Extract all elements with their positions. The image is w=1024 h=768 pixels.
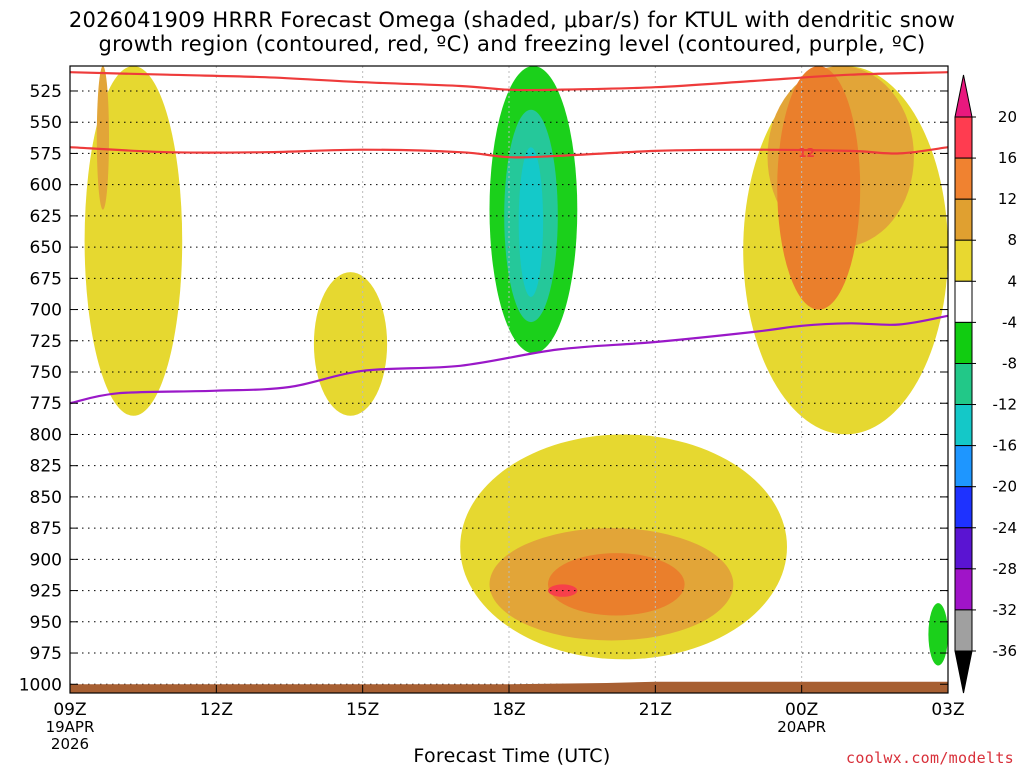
- y-tick-label-600: 600: [30, 176, 62, 196]
- colorbar-swatch-5: [954, 321, 973, 364]
- chart-title-line-2: growth region (contoured, red, ºC) and f…: [98, 32, 926, 56]
- dendritic-contour-lower-line: [70, 146, 948, 159]
- colorbar-bottom-triangle: [954, 650, 973, 694]
- colorbar-label-13: -36: [993, 642, 1018, 660]
- omega-region-12to16-5: [548, 553, 685, 616]
- y-tick-label-750: 750: [30, 363, 62, 383]
- x-date-label-0-1: 2026: [51, 735, 89, 753]
- y-tick-label-575: 575: [30, 144, 62, 164]
- y-tick-label-950: 950: [30, 613, 62, 633]
- y-tick-label-850: 850: [30, 488, 62, 508]
- source-credit[interactable]: coolwx.com/modelts: [846, 749, 1014, 767]
- omega-region-4to8-2: [313, 272, 388, 416]
- y-tick-label-525: 525: [30, 82, 62, 102]
- x-date-label-1-0: 20APR: [777, 718, 826, 736]
- y-tick-label-800: 800: [30, 425, 62, 445]
- colorbar: 20 16 12 8 4 -4 -8 -12 -16 -20 -24 -28 -32 -36: [954, 74, 1018, 694]
- colorbar-label-4: 4: [1007, 272, 1017, 290]
- x-tick-label-03Z: 03Z: [931, 700, 964, 720]
- x-tick-label-18Z: 18Z: [492, 700, 525, 720]
- colorbar-swatch-8: [954, 445, 973, 488]
- y-tick-label-700: 700: [30, 301, 62, 321]
- colorbar-top-triangle: [954, 74, 973, 118]
- x-tick-label-15Z: 15Z: [346, 700, 379, 720]
- y-tick-label-925: 925: [30, 582, 62, 602]
- y-tick-label-900: 900: [30, 550, 62, 570]
- colorbar-swatch-10: [954, 527, 973, 570]
- y-tick-label-975: 975: [30, 644, 62, 664]
- colorbar-swatch-0: [954, 116, 973, 159]
- y-tick-label-1000: 1000: [19, 675, 62, 695]
- chart-title: 2026041909 HRRR Forecast Omega (shaded, …: [0, 8, 1024, 56]
- omega-region-m8tom4-13: [928, 603, 948, 666]
- dendritic-contour-upper-line: [70, 71, 948, 92]
- freezing-level-contour: [70, 314, 948, 405]
- colorbar-label-10: -24: [993, 519, 1018, 537]
- x-tick-label-12Z: 12Z: [200, 700, 233, 720]
- chart-title-line-1: 2026041909 HRRR Forecast Omega (shaded, …: [68, 8, 956, 32]
- colorbar-swatch-2: [954, 198, 973, 241]
- colorbar-swatch-6: [954, 363, 973, 406]
- colorbar-label-0: 20: [998, 108, 1017, 126]
- colorbar-label-11: -28: [993, 560, 1018, 578]
- colorbar-swatch-1: [954, 157, 973, 200]
- colorbar-label-3: 8: [1007, 231, 1017, 249]
- colorbar-label-7: -12: [993, 396, 1018, 414]
- x-tick-label-00Z: 00Z: [785, 700, 818, 720]
- plot-area: 12: [70, 66, 948, 693]
- x-date-label-0-0: 19APR: [46, 718, 95, 736]
- omega-region-12to16-9: [777, 66, 861, 310]
- colorbar-label-2: 12: [998, 190, 1017, 208]
- colorbar-label-12: -32: [993, 601, 1018, 619]
- colorbar-label-1: 16: [998, 149, 1017, 167]
- x-axis-label: Forecast Time (UTC): [413, 745, 611, 767]
- y-tick-label-650: 650: [30, 238, 62, 258]
- colorbar-swatch-11: [954, 568, 973, 611]
- colorbar-label-5: -4: [1002, 313, 1017, 331]
- colorbar-label-8: -16: [993, 437, 1018, 455]
- omega-region-8to12-1: [96, 66, 109, 210]
- colorbar-label-6: -8: [1002, 354, 1017, 372]
- y-tick-label-550: 550: [30, 113, 62, 133]
- y-tick-label-725: 725: [30, 332, 62, 352]
- y-tick-label-825: 825: [30, 457, 62, 477]
- colorbar-swatch-7: [954, 404, 973, 447]
- omega-region-4to8-0: [84, 66, 183, 416]
- y-tick-label-675: 675: [30, 269, 62, 289]
- omega-region-m16tom12-12: [518, 147, 544, 297]
- dendritic-contour-label: 12: [798, 146, 815, 160]
- colorbar-swatch-4: [954, 280, 973, 323]
- colorbar-label-9: -20: [993, 478, 1018, 496]
- x-tick-label-21Z: 21Z: [639, 700, 672, 720]
- y-tick-label-875: 875: [30, 519, 62, 539]
- colorbar-swatch-3: [954, 239, 973, 282]
- colorbar-swatch-9: [954, 486, 973, 529]
- y-tick-label-625: 625: [30, 207, 62, 227]
- y-tick-label-775: 775: [30, 394, 62, 414]
- colorbar-swatch-12: [954, 609, 973, 652]
- x-tick-label-09Z: 09Z: [53, 700, 86, 720]
